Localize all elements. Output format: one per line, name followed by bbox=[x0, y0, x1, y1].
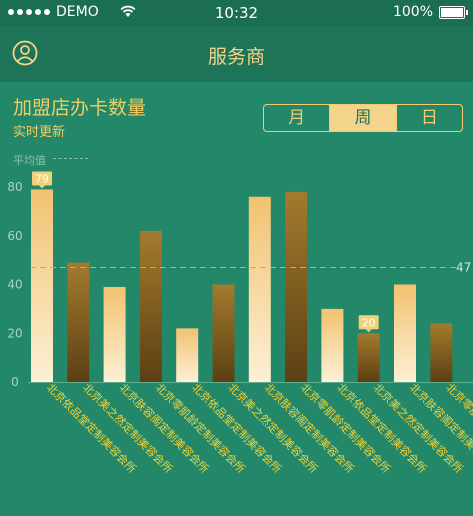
value-badge-pointer bbox=[365, 329, 372, 333]
page-title: 服务商 bbox=[207, 46, 265, 68]
bar[interactable] bbox=[212, 284, 235, 383]
bar[interactable] bbox=[430, 323, 453, 383]
segment-week[interactable]: 周 bbox=[329, 105, 396, 131]
bar[interactable] bbox=[139, 230, 162, 382]
value-badge bbox=[358, 315, 379, 330]
value-badge-pointer bbox=[39, 185, 45, 189]
bar[interactable] bbox=[248, 196, 271, 382]
bar[interactable] bbox=[103, 286, 126, 382]
signal-dots-icon bbox=[8, 9, 50, 15]
y-tick-label: 40 bbox=[7, 278, 22, 292]
bar[interactable] bbox=[321, 308, 344, 382]
y-tick-label: 60 bbox=[7, 229, 22, 243]
bar[interactable] bbox=[357, 333, 380, 382]
bar[interactable] bbox=[285, 191, 308, 382]
y-tick-label: 0 bbox=[11, 375, 19, 389]
status-time: 10:32 bbox=[214, 4, 259, 22]
segment-day[interactable]: 日 bbox=[395, 105, 462, 131]
average-legend-label: 平均值 bbox=[13, 154, 46, 167]
bar[interactable] bbox=[31, 189, 53, 382]
period-segmented-control: 月 周 日 bbox=[263, 104, 463, 132]
average-value-label: 47 bbox=[456, 260, 471, 274]
nav-bar: 服务商 bbox=[0, 26, 473, 82]
y-tick-label: 80 bbox=[7, 180, 22, 194]
bar[interactable] bbox=[176, 328, 199, 382]
status-bar: DEMO 10:32 100% bbox=[0, 0, 473, 26]
bar[interactable] bbox=[394, 284, 416, 383]
value-badge bbox=[32, 171, 52, 186]
y-tick-label: 20 bbox=[7, 326, 22, 340]
segment-month[interactable]: 月 bbox=[288, 108, 306, 128]
battery-icon bbox=[439, 5, 468, 19]
chart-subtitle: 实时更新 bbox=[13, 125, 66, 140]
carrier-label: DEMO bbox=[56, 4, 99, 20]
wifi-icon bbox=[120, 5, 136, 17]
chart-title: 加盟店办卡数量 bbox=[13, 97, 147, 119]
average-legend-line bbox=[53, 158, 88, 159]
battery-percent: 100% bbox=[392, 4, 433, 20]
value-badge-label: 20 bbox=[362, 316, 376, 329]
user-avatar-icon[interactable] bbox=[12, 40, 38, 66]
value-badge-label: 79 bbox=[35, 172, 49, 185]
bar[interactable] bbox=[67, 262, 90, 382]
